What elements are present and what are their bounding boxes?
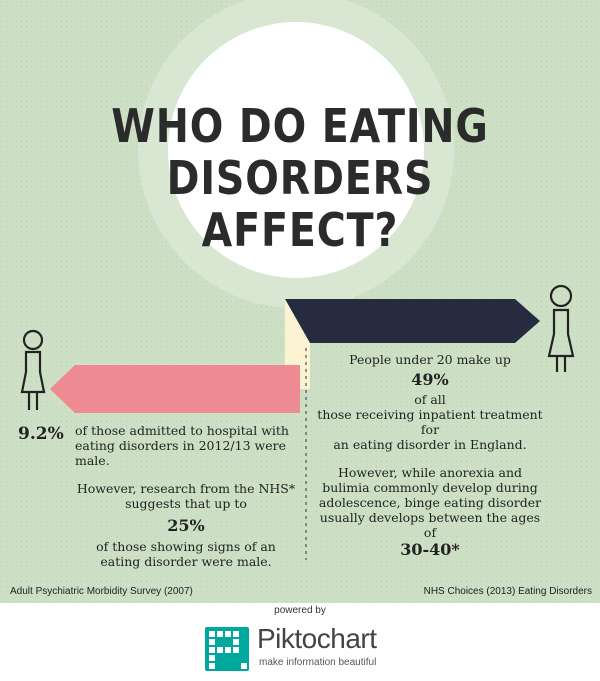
research-stat: 25% bbox=[167, 516, 205, 535]
pink-arrow bbox=[50, 365, 300, 413]
age-stat: 30-40* bbox=[400, 540, 460, 559]
research-text: However, research from the NHS* suggests… bbox=[76, 481, 296, 511]
female-figure-icon bbox=[20, 329, 46, 410]
right-line-b: those receiving inpatient treatment bbox=[317, 407, 543, 422]
page-title: WHO DO EATING DISORDERS AFFECT? bbox=[94, 100, 507, 256]
right-line-d: an eating disorder in England. bbox=[333, 437, 527, 452]
brand-tagline: make information beautiful bbox=[259, 657, 377, 668]
right-line-a: of all bbox=[414, 392, 446, 407]
piktochart-logo[interactable]: Piktochart make information beautiful bbox=[205, 623, 405, 673]
title-line-1: WHO DO EATING bbox=[111, 99, 489, 153]
female-figure-icon bbox=[547, 284, 575, 372]
left-stat-text: of those admitted to hospital with eatin… bbox=[75, 423, 289, 468]
powered-by: powered by bbox=[274, 605, 326, 616]
title-line-2: DISORDERS AFFECT? bbox=[166, 151, 434, 257]
source-left: Adult Psychiatric Morbidity Survey (2007… bbox=[10, 586, 193, 597]
right-stat: 49% bbox=[411, 370, 449, 389]
brand-name: Piktochart bbox=[257, 623, 377, 654]
title-circle bbox=[168, 22, 424, 278]
navy-arrow bbox=[285, 299, 540, 343]
left-stat: 9.2% bbox=[18, 424, 64, 444]
right-para2: However, while anorexia and bulimia comm… bbox=[318, 465, 542, 540]
research-tail: of those showing signs of an eating diso… bbox=[96, 539, 276, 569]
piktochart-logo-icon bbox=[205, 627, 249, 671]
source-right: NHS Choices (2013) Eating Disorders bbox=[423, 586, 592, 597]
right-line-c: for bbox=[420, 422, 440, 437]
right-intro: People under 20 make up bbox=[349, 352, 511, 367]
right-text: of all those receiving inpatient treatme… bbox=[315, 392, 545, 452]
